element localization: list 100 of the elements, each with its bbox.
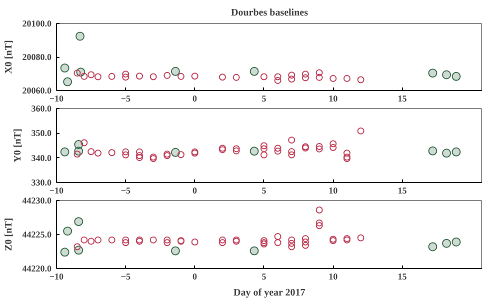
point	[60, 147, 70, 156]
point	[330, 140, 337, 148]
x-tick-label: −10	[49, 186, 64, 196]
point	[288, 148, 296, 156]
x-tick-label: −10	[49, 94, 64, 104]
x-tick-label: 15	[398, 272, 408, 282]
point	[218, 74, 226, 81]
point	[288, 136, 296, 144]
point	[442, 70, 452, 80]
point	[302, 235, 309, 242]
point	[94, 236, 102, 244]
point	[316, 222, 323, 230]
x-axis-title: Day of year 2017	[234, 288, 306, 298]
point	[357, 234, 364, 242]
y-tick-label: 44225.0	[22, 230, 52, 240]
point	[232, 145, 240, 152]
point	[164, 72, 171, 79]
y-tick-label: 20100.0	[22, 18, 52, 28]
point	[288, 243, 296, 250]
x-tick-label: 10	[328, 94, 338, 104]
point	[74, 150, 81, 158]
x-tick-label: 0	[192, 272, 198, 282]
point	[428, 68, 438, 78]
point	[60, 64, 70, 73]
point	[260, 142, 268, 150]
point	[330, 74, 337, 82]
y-axis-title: Z0 [nT]	[3, 218, 14, 252]
y-axis-title: Y0 [nT]	[12, 128, 24, 162]
point	[122, 236, 130, 244]
point	[428, 146, 438, 156]
point	[94, 150, 102, 157]
x-tick-label: 0	[192, 186, 198, 196]
point	[316, 206, 323, 214]
point	[150, 73, 157, 80]
point	[74, 217, 84, 226]
point	[122, 148, 130, 156]
y-tick-label: 44220.0	[22, 264, 52, 274]
point	[80, 72, 88, 80]
point	[288, 240, 296, 247]
point	[274, 76, 282, 84]
point	[80, 236, 88, 244]
point	[288, 72, 296, 79]
point	[94, 73, 102, 80]
point	[316, 145, 323, 152]
point	[316, 219, 323, 226]
point	[260, 237, 268, 244]
y-tick-label: 20080.0	[22, 52, 52, 62]
point	[136, 148, 143, 156]
x-tick-label: −5	[120, 272, 131, 282]
x-tick-label: 10	[328, 272, 338, 282]
point	[60, 248, 70, 257]
point	[260, 145, 268, 152]
point	[150, 236, 157, 244]
y-tick-label: 44230.0	[22, 196, 52, 206]
x-tick-label: 5	[262, 272, 267, 282]
y-tick-label: 360.0	[31, 104, 52, 114]
point	[232, 74, 240, 81]
point	[88, 148, 95, 156]
point	[250, 146, 259, 156]
point	[191, 72, 198, 80]
point	[274, 239, 282, 246]
point	[218, 239, 226, 246]
point	[164, 239, 171, 246]
point	[442, 148, 452, 158]
point	[177, 72, 184, 80]
point	[170, 148, 180, 157]
point	[288, 151, 296, 158]
point	[288, 76, 296, 83]
point	[330, 144, 337, 151]
x-tick-label: 5	[262, 186, 267, 196]
x-tick-label: 15	[398, 186, 408, 196]
point	[136, 72, 143, 80]
point	[316, 74, 323, 81]
point	[63, 77, 72, 86]
point	[76, 32, 85, 41]
point	[136, 152, 143, 160]
point	[274, 144, 282, 152]
point	[442, 238, 452, 248]
y-tick-label: 340.0	[31, 152, 52, 163]
point	[260, 151, 268, 158]
point	[108, 149, 116, 156]
point	[452, 237, 461, 246]
point	[177, 151, 184, 158]
point	[274, 73, 282, 80]
point	[452, 147, 461, 156]
y-tick-label: 20060.0	[22, 86, 52, 96]
x-tick-label: 10	[328, 186, 338, 196]
point	[343, 74, 350, 82]
point	[274, 233, 282, 240]
point	[260, 73, 268, 80]
point	[136, 154, 143, 162]
point	[250, 246, 259, 256]
x-tick-label: 5	[262, 94, 267, 104]
point	[302, 238, 309, 246]
point	[218, 236, 226, 244]
point	[232, 147, 240, 154]
point	[302, 74, 309, 82]
chart-title: Dourbes baselines	[231, 8, 308, 18]
point	[343, 150, 350, 157]
point	[170, 246, 180, 256]
